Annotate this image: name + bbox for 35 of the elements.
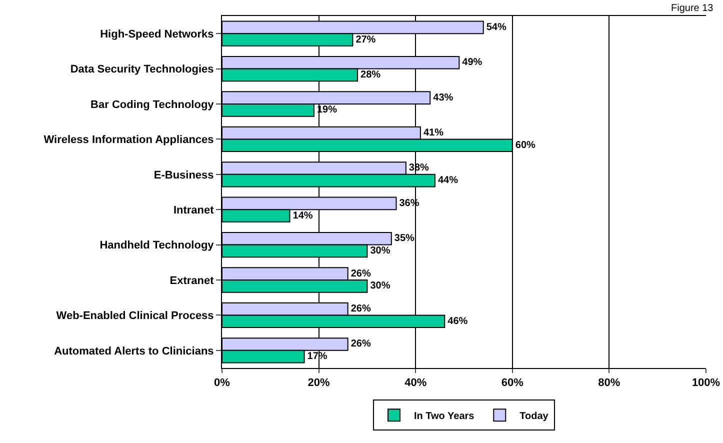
data-label: 44% — [438, 175, 458, 186]
y-tick-label: Handheld Technology — [100, 240, 215, 252]
y-tick-label: Automated Alerts to Clinicians — [54, 345, 214, 358]
legend-label: Today — [520, 411, 549, 422]
data-label: 43% — [433, 92, 454, 104]
data-label: 28% — [360, 69, 381, 80]
x-tick-label: 100% — [692, 377, 720, 390]
y-tick-label: Wireless Information Appliances — [44, 134, 214, 146]
y-tick-label: High-Speed Networks — [100, 28, 214, 40]
x-tick-label: 80% — [598, 377, 620, 390]
data-label: 30% — [370, 245, 390, 256]
x-tick-label: 0% — [214, 377, 230, 390]
x-tick-label: 60% — [501, 377, 524, 390]
y-tick-label: E-Business — [154, 169, 214, 182]
legend-label: In Two Years — [414, 411, 475, 422]
data-label: 54% — [486, 22, 506, 33]
data-label: 30% — [370, 280, 390, 292]
data-label: 46% — [448, 316, 468, 327]
data-label: 49% — [462, 57, 482, 68]
y-tick-label: Bar Coding Technology — [90, 98, 215, 111]
data-label: 26% — [350, 304, 371, 315]
data-label: 14% — [292, 210, 313, 222]
y-tick-label: Extranet — [170, 274, 214, 287]
y-tick-label: Web-Enabled Clinical Process — [56, 310, 214, 322]
y-tick-label: Data Security Technologies — [70, 64, 214, 76]
data-label: 60% — [515, 140, 536, 151]
y-tick-label: Intranet — [173, 204, 214, 216]
data-label: 35% — [394, 233, 415, 244]
data-label: 41% — [423, 128, 444, 139]
data-label: 26% — [350, 338, 371, 350]
x-tick-label: 20% — [308, 377, 330, 390]
data-label: 26% — [350, 268, 371, 280]
x-tick-label: 40% — [404, 377, 427, 390]
data-label: 27% — [356, 34, 376, 46]
caption: Figure 13 — [671, 3, 714, 14]
